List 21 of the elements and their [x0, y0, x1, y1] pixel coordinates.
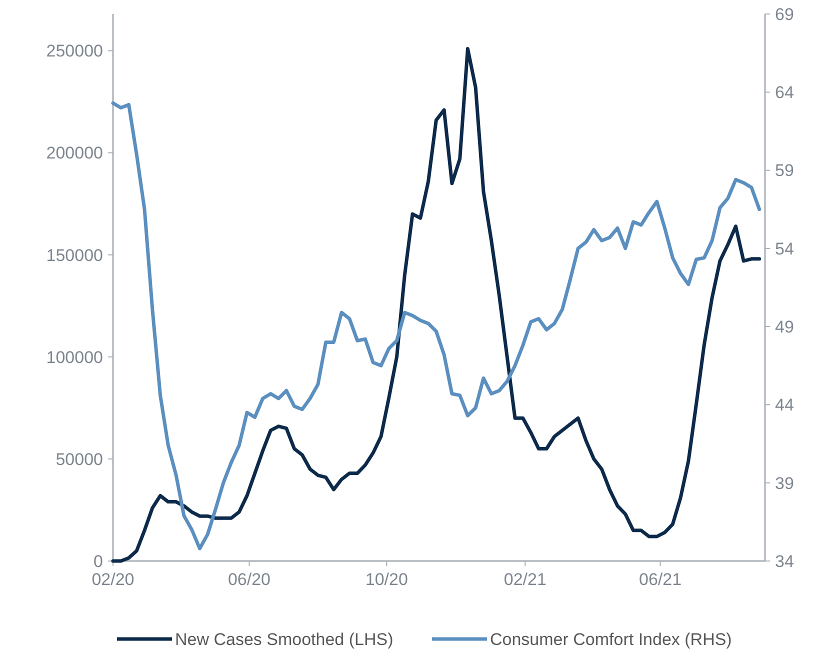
x-tick-label: 06/21 — [639, 570, 682, 589]
y2-tick-label: 39 — [775, 474, 794, 493]
legend-label: New Cases Smoothed (LHS) — [175, 630, 394, 649]
y2-tick-label: 64 — [775, 83, 794, 102]
y-tick-label: 150000 — [46, 246, 103, 265]
y2-tick-label: 34 — [775, 552, 794, 571]
y-tick-label: 0 — [94, 552, 103, 571]
y-tick-label: 250000 — [46, 42, 103, 61]
legend-label: Consumer Comfort Index (RHS) — [490, 630, 732, 649]
x-tick-label: 06/20 — [228, 570, 271, 589]
y-tick-label: 200000 — [46, 144, 103, 163]
y2-tick-label: 69 — [775, 4, 794, 24]
y2-tick-label: 54 — [775, 239, 794, 258]
y-tick-label: 100000 — [46, 348, 103, 367]
y-tick-label: 50000 — [56, 450, 103, 469]
x-tick-label: 10/20 — [365, 570, 408, 589]
x-tick-label: 02/21 — [504, 570, 546, 589]
x-tick-label: 02/20 — [92, 570, 134, 589]
y2-tick-label: 44 — [775, 396, 794, 415]
y2-tick-label: 59 — [775, 161, 794, 180]
y2-tick-label: 49 — [775, 318, 794, 337]
